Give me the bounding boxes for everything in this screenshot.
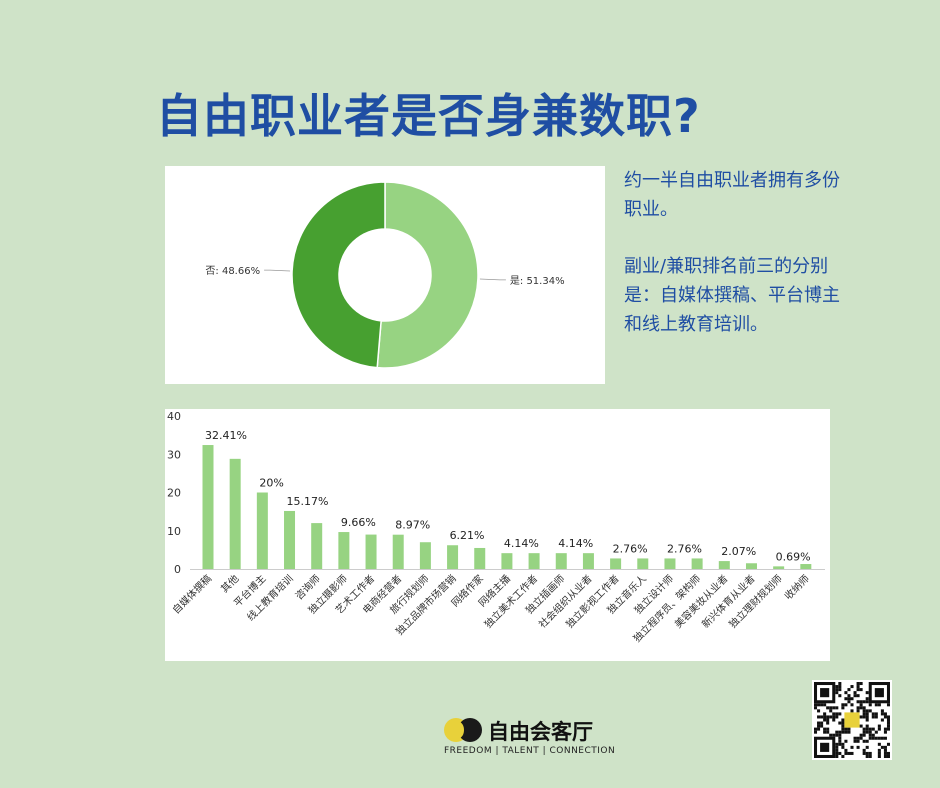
- bar-5: [338, 532, 350, 569]
- bar-20: [745, 563, 757, 569]
- pie-slice-1: [291, 181, 386, 369]
- summary-paragraph-2: 副业/兼职排名前三的分别是：自媒体撰稿、平台博主和线上教育培训。: [624, 256, 840, 335]
- bar-3: [284, 510, 296, 569]
- bar-18: [691, 558, 703, 569]
- bar-data-label-21: 0.69%: [776, 550, 811, 563]
- qr-code-icon: [814, 682, 890, 758]
- bar-data-label-17: 2.76%: [667, 542, 702, 555]
- pie-leader-line-1: [264, 269, 291, 272]
- y-tick-label-3: 30: [167, 448, 181, 461]
- donut-chart: 是: 51.34% 否: 48.66%: [205, 181, 565, 369]
- pie-leader-line-0: [479, 278, 506, 281]
- bar-data-label-19: 2.07%: [721, 545, 756, 558]
- brand-tagline: FREEDOM | TALENT | CONNECTION: [444, 746, 616, 756]
- bar-data-label-2: 20%: [259, 477, 283, 490]
- bar-data-label-0: 32.41%: [205, 429, 247, 442]
- bar-data-label-7: 8.97%: [395, 519, 430, 532]
- bar-21: [773, 566, 785, 569]
- bar-data-label-11: 4.14%: [504, 537, 539, 550]
- x-tick-label-1: 其他: [218, 572, 241, 595]
- bar-data-label-13: 4.14%: [558, 537, 593, 550]
- page-title: 自由职业者是否身兼数职?: [156, 89, 701, 143]
- y-tick-label-2: 20: [167, 487, 181, 500]
- bar-8: [419, 542, 431, 569]
- y-tick-label-4: 40: [167, 410, 181, 423]
- bar-16: [637, 558, 649, 569]
- bar-data-label-3: 15.17%: [287, 495, 329, 508]
- summary-text: 约一半自由职业者拥有多份职业。 副业/兼职排名前三的分别是：自媒体撰稿、平台博主…: [624, 166, 844, 367]
- bar-2: [256, 492, 268, 569]
- bar-6: [365, 534, 377, 569]
- x-tick-label-22: 收纳师: [782, 572, 812, 602]
- qr-code: [812, 680, 892, 760]
- brand-logo: 自由会客厅 FREEDOM | TALENT | CONNECTION: [444, 716, 615, 760]
- pie-label-1: 否: 48.66%: [205, 265, 260, 277]
- bar-data-label-15: 2.76%: [613, 542, 648, 555]
- bar-1: [229, 458, 241, 569]
- bar-9: [447, 545, 459, 569]
- bar-7: [392, 534, 404, 569]
- bar-22: [800, 564, 812, 569]
- y-tick-label-1: 10: [167, 525, 181, 538]
- brand-name: 自由会客厅: [488, 720, 593, 744]
- bar-4: [311, 523, 323, 569]
- bar-12: [528, 553, 540, 569]
- bar-data-label-5: 9.66%: [341, 516, 376, 529]
- bar-19: [718, 561, 730, 569]
- bar-13: [555, 553, 567, 569]
- bar-15: [610, 558, 622, 569]
- pie-slice-0: [376, 181, 479, 369]
- pie-label-0: 是: 51.34%: [510, 275, 565, 287]
- summary-paragraph-1: 约一半自由职业者拥有多份职业。: [624, 170, 840, 220]
- donut-chart-panel: 是: 51.34% 否: 48.66%: [165, 166, 605, 384]
- x-tick-label-0: 自媒体撰稿: [170, 572, 215, 617]
- bar-0: [202, 445, 214, 569]
- logo-crescent-icon: [454, 722, 464, 738]
- bar-17: [664, 558, 676, 569]
- bar-10: [474, 547, 486, 569]
- bar-14: [582, 553, 594, 569]
- bar-chart-panel: 0 10 20 30 40 32.41% 自媒体撰稿 其他 20% 平台博主 15.17% 线上教育培…: [165, 409, 830, 661]
- y-tick-label-0: 0: [174, 563, 181, 576]
- bar-data-label-9: 6.21%: [450, 529, 485, 542]
- bar-11: [501, 553, 513, 569]
